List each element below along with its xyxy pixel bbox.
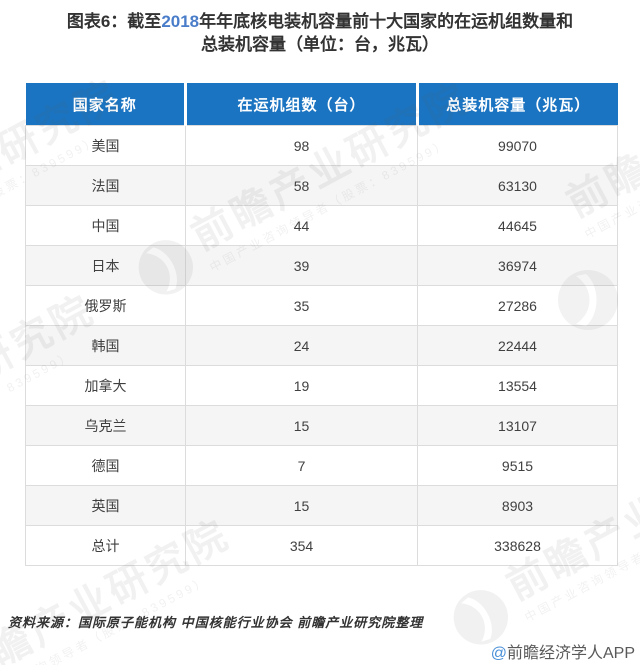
table-header-row: 国家名称 在运机组数（台） 总装机容量（兆瓦） (25, 83, 618, 126)
units-cell: 19 (185, 365, 418, 406)
units-cell: 39 (185, 245, 418, 286)
table-row-total: 总计 354 338628 (25, 525, 618, 566)
country-cell: 中国 (25, 205, 186, 246)
country-cell: 日本 (25, 245, 186, 286)
table-row: 俄罗斯 35 27286 (25, 285, 618, 326)
units-cell: 7 (185, 445, 418, 486)
at-icon: @ (490, 645, 507, 662)
units-cell: 15 (185, 485, 418, 526)
country-cell: 美国 (25, 125, 186, 166)
capacity-cell: 9515 (417, 445, 618, 486)
country-cell: 俄罗斯 (25, 285, 186, 326)
table-row: 法国 58 63130 (25, 165, 618, 206)
capacity-cell: 27286 (417, 285, 618, 326)
column-header-capacity: 总装机容量（兆瓦） (416, 83, 618, 126)
title-text-pre: 图表6：截至 (66, 12, 162, 31)
table-row: 中国 44 44645 (25, 205, 618, 246)
units-cell: 35 (185, 285, 418, 326)
nuclear-capacity-table: 国家名称 在运机组数（台） 总装机容量（兆瓦） 美国 98 99070 法国 58 631… (25, 83, 618, 566)
brand-credit-label: 前瞻经济学人APP (506, 645, 635, 662)
title-line2: 总装机容量（单位：台，兆瓦） (201, 35, 439, 54)
watermark-tagline: 中国产业咨询领导者（股票：839599） (0, 573, 211, 665)
title-text-post: 年年底核电装机容量前十大国家的在运机组数量和 (199, 12, 574, 31)
table-row: 德国 7 9515 (25, 445, 618, 486)
capacity-cell: 44645 (417, 205, 618, 246)
capacity-cell: 99070 (417, 125, 618, 166)
country-cell: 法国 (25, 165, 186, 206)
column-header-country: 国家名称 (25, 83, 186, 126)
units-cell: 44 (185, 205, 418, 246)
units-cell: 24 (185, 325, 418, 366)
country-cell: 乌克兰 (25, 405, 186, 446)
capacity-cell: 8903 (417, 485, 618, 526)
units-cell: 98 (185, 125, 418, 166)
country-cell: 德国 (25, 445, 186, 486)
capacity-cell: 338628 (417, 525, 618, 566)
title-year: 2018 (161, 12, 200, 31)
capacity-cell: 13107 (417, 405, 618, 446)
column-header-units: 在运机组数（台） (184, 83, 418, 126)
country-cell: 总计 (25, 525, 186, 566)
table-row: 日本 39 36974 (25, 245, 618, 286)
capacity-cell: 63130 (417, 165, 618, 206)
source-note: 资料来源：国际原子能机构 中国核能行业协会 前瞻产业研究院整理 (8, 615, 424, 630)
capacity-cell: 13554 (417, 365, 618, 406)
units-cell: 15 (185, 405, 418, 446)
table-row: 加拿大 19 13554 (25, 365, 618, 406)
country-cell: 加拿大 (25, 365, 186, 406)
units-cell: 58 (185, 165, 418, 206)
capacity-cell: 22444 (417, 325, 618, 366)
units-cell: 354 (185, 525, 418, 566)
table-body: 美国 98 99070 法国 58 63130 中国 44 44645 日本 39 36974 俄罗斯 3… (25, 125, 618, 566)
capacity-cell: 36974 (417, 245, 618, 286)
country-cell: 韩国 (25, 325, 186, 366)
table-row: 乌克兰 15 13107 (25, 405, 618, 446)
table-row: 韩国 24 22444 (25, 325, 618, 366)
table-row: 英国 15 8903 (25, 485, 618, 526)
country-cell: 英国 (25, 485, 186, 526)
table-header: 国家名称 在运机组数（台） 总装机容量（兆瓦） (25, 83, 618, 126)
table-row: 美国 98 99070 (25, 125, 618, 166)
brand-credit: @前瞻经济学人APP (491, 639, 635, 663)
figure-title: 图表6：截至2018年年底核电装机容量前十大国家的在运机组数量和 总装机容量（单位… (20, 10, 620, 56)
